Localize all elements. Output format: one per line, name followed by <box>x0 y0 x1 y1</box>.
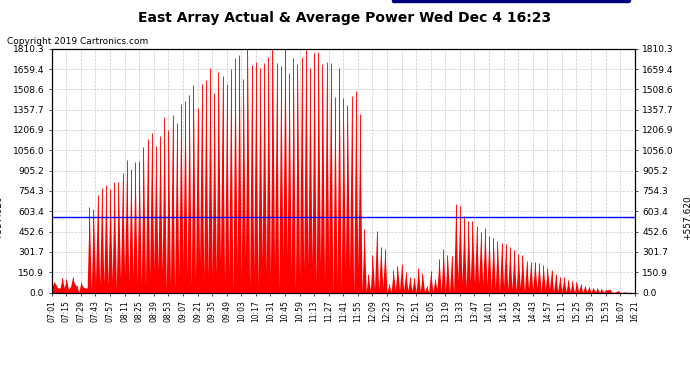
Text: +557.620: +557.620 <box>0 195 3 240</box>
Text: +557.620: +557.620 <box>683 195 690 240</box>
Text: East Array Actual & Average Power Wed Dec 4 16:23: East Array Actual & Average Power Wed De… <box>139 11 551 25</box>
Text: Copyright 2019 Cartronics.com: Copyright 2019 Cartronics.com <box>7 38 148 46</box>
Legend: Average  (DC Watts), East Array  (DC Watts): Average (DC Watts), East Array (DC Watts… <box>392 0 630 2</box>
